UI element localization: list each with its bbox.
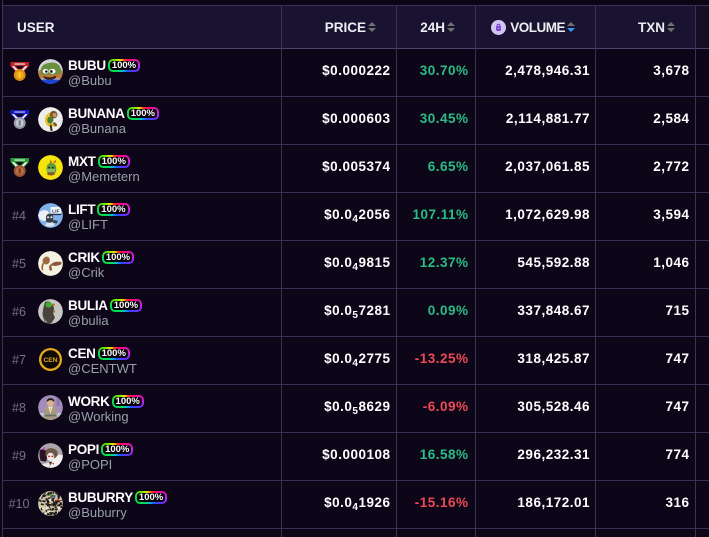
svg-text:CEN: CEN [43,357,57,364]
svg-text:LIF: LIF [52,208,59,214]
